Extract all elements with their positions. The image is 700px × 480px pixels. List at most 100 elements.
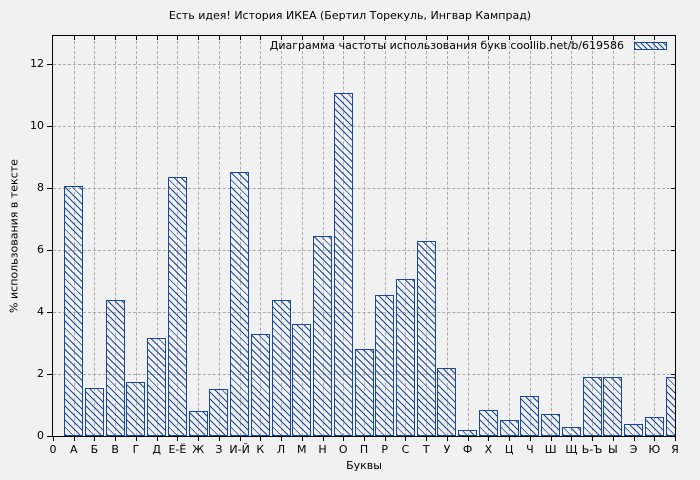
x-tick-label: Ч: [526, 443, 534, 456]
x-tick-label: П: [359, 443, 369, 456]
x-tick-label: Ь-Ъ: [581, 443, 603, 456]
tick-mark: [47, 436, 52, 437]
y-tick-label: 4: [37, 304, 44, 318]
chart-title: Есть идея! История ИКЕА (Бертил Торекуль…: [168, 9, 532, 22]
bar-Ы: [603, 377, 623, 436]
gridline-vertical: [612, 36, 614, 436]
bar-Ц: [499, 420, 519, 436]
tick-mark: [446, 36, 448, 40]
gridline-horizontal: [53, 311, 675, 313]
tick-mark: [446, 437, 448, 441]
tick-mark: [156, 437, 158, 441]
gridline-vertical: [405, 36, 407, 436]
bar-А: [64, 186, 84, 436]
tick-mark: [47, 63, 52, 65]
tick-mark: [281, 36, 283, 40]
bar-Я: [665, 377, 675, 436]
tick-mark: [426, 36, 428, 40]
tick-mark: [405, 437, 407, 441]
bar-К: [250, 333, 270, 436]
gridline-vertical: [529, 36, 531, 436]
x-tick-label: Д: [152, 443, 161, 456]
tick-mark: [135, 36, 137, 40]
x-axis-label: Буквы: [346, 459, 382, 472]
gridline-horizontal: [53, 63, 675, 65]
tick-mark: [671, 373, 675, 375]
tick-mark: [177, 437, 179, 441]
x-tick-label: Э: [629, 443, 638, 456]
tick-mark: [384, 437, 386, 441]
tick-mark: [322, 437, 324, 441]
x-tick-label: В: [111, 443, 119, 456]
gridline-vertical: [446, 36, 448, 436]
x-tick-label: З: [215, 443, 223, 456]
bar-Ь-Ъ: [582, 377, 602, 436]
tick-mark: [260, 36, 262, 40]
x-tick-label: Ф: [462, 443, 473, 456]
bar-Х: [478, 409, 498, 436]
x-tick-label: М: [297, 443, 307, 456]
legend: Диаграмма частоты использования букв coo…: [270, 39, 667, 52]
x-tick-label: У: [443, 443, 451, 456]
tick-mark: [47, 249, 52, 251]
bar-Э: [624, 423, 644, 436]
gridline-horizontal: [53, 187, 675, 189]
gridline-vertical: [94, 36, 96, 436]
x-tick-label: О: [338, 443, 348, 456]
tick-mark: [239, 36, 241, 40]
x-tick-label: Ц: [504, 443, 514, 456]
tick-mark: [198, 437, 200, 441]
gridline-horizontal: [53, 249, 675, 251]
bar-Н: [313, 236, 333, 436]
bar-Т: [416, 240, 436, 436]
legend-swatch: [634, 41, 667, 50]
tick-mark: [47, 187, 52, 189]
gridline-vertical: [198, 36, 200, 436]
x-tick-label: Я: [671, 443, 679, 456]
y-tick-label: 8: [37, 180, 44, 194]
tick-mark: [198, 36, 200, 40]
x-tick-label: Ж: [192, 443, 205, 456]
plot-area: Диаграмма частоты использования букв coo…: [52, 35, 676, 437]
tick-mark: [550, 36, 552, 40]
bar-Е-Ё: [167, 177, 187, 436]
gridline-vertical: [592, 36, 594, 436]
y-tick-label: 12: [30, 56, 44, 70]
tick-mark: [592, 36, 594, 40]
tick-mark: [671, 249, 675, 251]
bar-Ш: [541, 414, 561, 436]
tick-mark: [53, 437, 54, 441]
tick-mark: [529, 36, 531, 40]
tick-mark: [488, 437, 490, 441]
gridline-vertical: [115, 36, 117, 436]
bar-Ж: [188, 411, 208, 436]
gridline-vertical: [281, 36, 283, 436]
tick-mark: [633, 437, 635, 441]
bar-Л: [271, 299, 291, 436]
bar-З: [209, 389, 229, 436]
tick-mark: [405, 36, 407, 40]
gridline-vertical: [488, 36, 490, 436]
x-tick-label: Ш: [544, 443, 557, 456]
y-tick-label: 10: [30, 118, 44, 132]
tick-mark: [343, 36, 345, 40]
bar-В: [105, 299, 125, 436]
tick-mark: [612, 437, 614, 441]
tick-mark: [509, 437, 511, 441]
tick-mark: [135, 437, 137, 441]
tick-mark: [467, 437, 469, 441]
bar-П: [354, 349, 374, 436]
tick-mark: [115, 437, 117, 441]
tick-mark: [426, 437, 428, 441]
tick-mark: [177, 36, 179, 40]
x-tick-label: К: [256, 443, 265, 456]
tick-mark: [47, 373, 52, 375]
x-tick-label: Г: [132, 443, 140, 456]
tick-mark: [73, 36, 75, 40]
tick-mark: [343, 437, 345, 441]
tick-mark: [281, 437, 283, 441]
tick-mark: [550, 437, 552, 441]
gridline-vertical: [509, 36, 511, 436]
bar-Ю: [644, 417, 664, 436]
tick-mark: [654, 36, 656, 40]
